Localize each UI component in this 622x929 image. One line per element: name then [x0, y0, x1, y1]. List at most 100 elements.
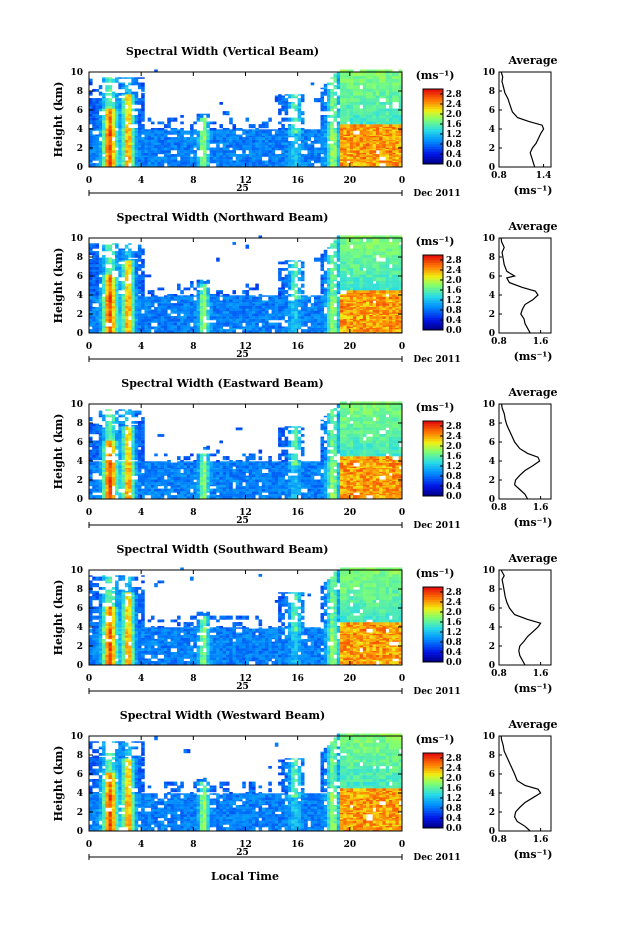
heatmap-cell — [285, 158, 289, 160]
heatmap-cell — [216, 150, 220, 152]
heatmap-cell — [360, 146, 364, 148]
heatmap-cell — [109, 294, 113, 296]
heatmap-cell — [118, 158, 122, 160]
heatmap-cell — [187, 140, 191, 142]
heatmap-cell — [327, 99, 331, 101]
heatmap-cell — [112, 264, 116, 266]
heatmap-cell — [105, 293, 109, 295]
heatmap-cell — [337, 77, 341, 79]
heatmap-cell — [122, 118, 126, 120]
heatmap-cell — [379, 97, 383, 99]
heatmap-cell — [340, 151, 344, 153]
heatmap-cell — [376, 141, 380, 143]
heatmap-cell — [122, 85, 126, 87]
heatmap-cell — [210, 138, 214, 140]
heatmap-cell — [246, 132, 250, 134]
heatmap-cell — [376, 131, 380, 133]
heatmap-cell — [154, 159, 158, 161]
heatmap-cell — [307, 133, 311, 135]
heatmap-cell — [278, 158, 282, 160]
heatmap-cell — [340, 128, 344, 130]
heatmap-cell — [89, 164, 93, 166]
heatmap-cell — [369, 103, 373, 105]
heatmap-cell — [337, 135, 341, 137]
heatmap-cell — [92, 281, 96, 283]
heatmap-cell — [288, 144, 292, 146]
heatmap-cell — [350, 128, 354, 130]
heatmap-cell — [115, 131, 119, 133]
heatmap-cell — [353, 149, 357, 151]
heatmap-cell — [89, 163, 93, 165]
heatmap-cell — [356, 124, 360, 126]
heatmap-cell — [131, 99, 135, 101]
heatmap-cell — [389, 111, 393, 113]
heatmap-cell — [138, 118, 142, 120]
heatmap-cell — [148, 140, 152, 142]
heatmap-cell — [223, 159, 227, 161]
heatmap-cell — [92, 163, 96, 165]
heatmap-cell — [167, 122, 171, 124]
heatmap-cell — [184, 144, 188, 146]
heatmap-cell — [102, 245, 106, 247]
heatmap-cell — [376, 154, 380, 156]
heatmap-cell — [307, 154, 311, 156]
heatmap-cell — [392, 81, 396, 83]
heatmap-cell — [232, 125, 236, 127]
heatmap-cell — [219, 140, 223, 142]
heatmap-cell — [363, 133, 367, 135]
heatmap-cell — [324, 131, 328, 133]
heatmap-cell — [327, 148, 331, 150]
heatmap-cell — [180, 163, 184, 165]
heatmap-cell — [314, 153, 318, 155]
heatmap-cell — [369, 85, 373, 87]
heatmap-cell — [327, 158, 331, 160]
heatmap-cell — [275, 158, 279, 160]
heatmap-cell — [395, 149, 399, 151]
heatmap-cell — [115, 146, 119, 148]
heatmap-cell — [255, 155, 259, 157]
heatmap-cell — [301, 119, 305, 121]
heatmap-cell — [395, 111, 399, 113]
heatmap-cell — [298, 158, 302, 160]
heatmap-cell — [249, 153, 253, 155]
heatmap-cell — [373, 146, 377, 148]
heatmap-cell — [382, 109, 386, 111]
heatmap-cell — [317, 150, 321, 152]
heatmap-cell — [314, 138, 318, 140]
heatmap-cell — [213, 129, 217, 131]
heatmap-cell — [144, 148, 148, 150]
heatmap-cell — [376, 136, 380, 138]
heatmap-cell — [105, 271, 109, 273]
heatmap-cell — [125, 96, 129, 98]
heatmap-cell — [249, 161, 253, 163]
heatmap-cell — [337, 157, 341, 159]
heatmap-cell — [386, 148, 390, 150]
heatmap-cell — [294, 129, 298, 131]
heatmap-cell — [356, 157, 360, 159]
heatmap-cell — [213, 148, 217, 150]
heatmap-cell — [373, 127, 377, 129]
heatmap-cell — [249, 162, 253, 164]
heatmap-cell — [379, 94, 383, 96]
heatmap-cell — [135, 101, 139, 103]
colorbar-swatch — [423, 129, 443, 132]
heatmap-cell — [96, 301, 100, 303]
heatmap-cell — [360, 138, 364, 140]
heatmap-cell — [330, 110, 334, 112]
heatmap-cell — [102, 293, 106, 295]
heatmap-cell — [115, 124, 119, 126]
heatmap-cell — [242, 155, 246, 157]
heatmap-cell — [337, 79, 341, 81]
heatmap-cell — [265, 141, 269, 143]
heatmap-cell — [125, 135, 129, 137]
heatmap-cell — [285, 141, 289, 143]
heatmap-cell — [92, 116, 96, 118]
heatmap-cell — [135, 110, 139, 112]
heatmap-cell — [291, 129, 295, 131]
heatmap-cell — [229, 141, 233, 143]
heatmap-cell — [307, 164, 311, 166]
heatmap-cell — [118, 112, 122, 114]
heatmap-cell — [298, 101, 302, 103]
heatmap-cell — [363, 96, 367, 98]
heatmap-cell — [343, 123, 347, 125]
